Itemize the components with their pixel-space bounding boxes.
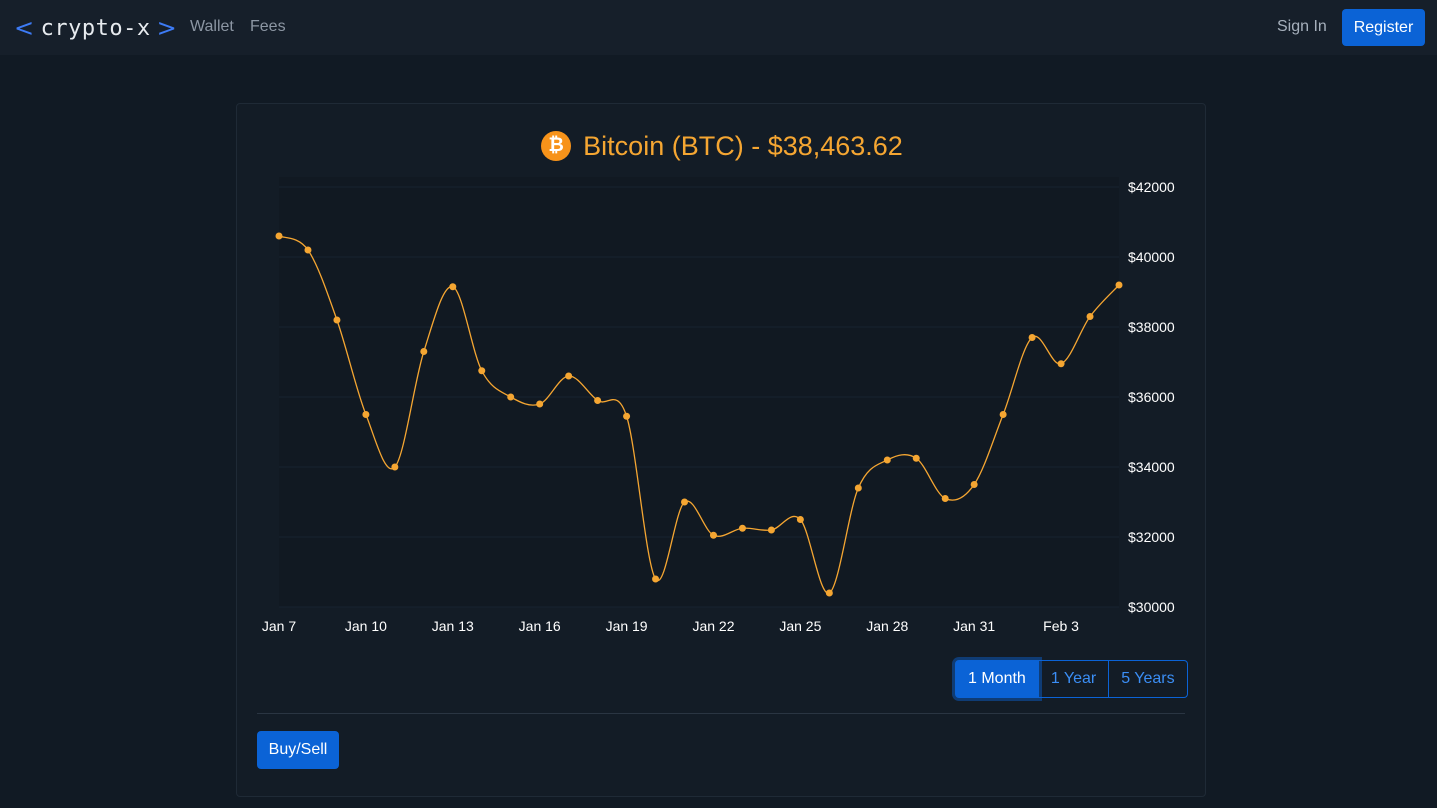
nav-link-wallet[interactable]: Wallet <box>190 18 234 35</box>
data-point[interactable] <box>1086 313 1094 320</box>
divider <box>257 713 1185 714</box>
data-point[interactable] <box>883 456 891 464</box>
price-chart: $42000 $40000 $38000 $36000 $34000 $32000 $300… <box>262 177 1175 634</box>
chevron-right-icon: > <box>156 14 178 42</box>
data-point[interactable] <box>536 400 544 408</box>
coin-chart-card: ₿ Bitcoin (BTC) - $38,463.62 $42000 $4000… <box>236 103 1206 797</box>
range-button-5-years[interactable]: 5 Years <box>1109 660 1188 698</box>
data-point[interactable] <box>912 454 920 462</box>
data-point[interactable] <box>565 372 573 380</box>
y-tick-label: $34000 <box>1128 459 1175 475</box>
data-point[interactable] <box>709 531 717 539</box>
x-tick-label: Jan 25 <box>779 618 821 634</box>
x-tick-label: Jan 31 <box>953 618 995 634</box>
data-point[interactable] <box>767 526 775 534</box>
coin-title: ₿ Bitcoin (BTC) - $38,463.62 <box>237 126 1207 166</box>
x-tick-label: Jan 10 <box>345 618 387 634</box>
data-point[interactable] <box>941 495 949 502</box>
data-point[interactable] <box>507 393 515 401</box>
x-tick-label: Jan 22 <box>692 618 734 634</box>
data-point[interactable] <box>825 589 833 597</box>
data-point[interactable] <box>391 463 399 471</box>
buy-sell-button[interactable]: Buy/Sell <box>257 731 339 769</box>
range-button-1-year[interactable]: 1 Year <box>1038 660 1110 698</box>
data-point[interactable] <box>362 411 370 418</box>
data-point[interactable] <box>594 397 602 404</box>
x-tick-label: Jan 7 <box>262 618 296 634</box>
coin-title-text: Bitcoin (BTC) - $38,463.62 <box>583 130 903 161</box>
data-point[interactable] <box>478 367 486 375</box>
x-tick-label: Jan 16 <box>519 618 561 634</box>
data-point[interactable] <box>623 412 631 420</box>
y-tick-label: $36000 <box>1128 389 1175 405</box>
x-tick-label: Jan 28 <box>866 618 908 634</box>
bitcoin-icon: ₿ <box>541 131 572 161</box>
x-tick-label: Jan 19 <box>606 618 648 634</box>
data-point[interactable] <box>333 316 341 324</box>
y-tick-label: $40000 <box>1128 249 1175 265</box>
data-point[interactable] <box>738 524 746 532</box>
navbar: < crypto-x > Wallet Fees Sign In Registe… <box>0 0 1437 55</box>
x-tick-label: Jan 13 <box>432 618 474 634</box>
data-point[interactable] <box>449 283 457 291</box>
brand-logo[interactable]: < crypto-x > <box>14 14 177 42</box>
y-tick-label: $30000 <box>1128 599 1175 615</box>
data-point[interactable] <box>854 484 862 492</box>
y-tick-label: $32000 <box>1128 529 1175 545</box>
data-point[interactable] <box>420 348 428 355</box>
x-tick-label: Feb 3 <box>1043 618 1079 634</box>
data-point[interactable] <box>275 232 283 240</box>
data-point[interactable] <box>1115 281 1123 289</box>
data-point[interactable] <box>970 481 978 488</box>
register-button[interactable]: Register <box>1342 9 1425 46</box>
data-point[interactable] <box>304 246 312 254</box>
brand-name: crypto-x <box>40 15 151 41</box>
chevron-left-icon: < <box>14 14 35 42</box>
y-tick-label: $42000 <box>1128 179 1175 195</box>
range-button-1-month[interactable]: 1 Month <box>955 660 1039 698</box>
nav-link-fees[interactable]: Fees <box>250 18 286 35</box>
plot-area <box>279 177 1119 607</box>
data-point[interactable] <box>796 516 804 523</box>
data-point[interactable] <box>1057 360 1065 368</box>
y-tick-label: $38000 <box>1128 319 1175 335</box>
data-point[interactable] <box>681 498 689 506</box>
data-point[interactable] <box>999 411 1007 418</box>
data-point[interactable] <box>1028 334 1036 341</box>
data-point[interactable] <box>652 575 660 583</box>
time-range-selector: 1 Month 1 Year 5 Years <box>955 660 1188 698</box>
sign-in-link[interactable]: Sign In <box>1277 18 1327 35</box>
